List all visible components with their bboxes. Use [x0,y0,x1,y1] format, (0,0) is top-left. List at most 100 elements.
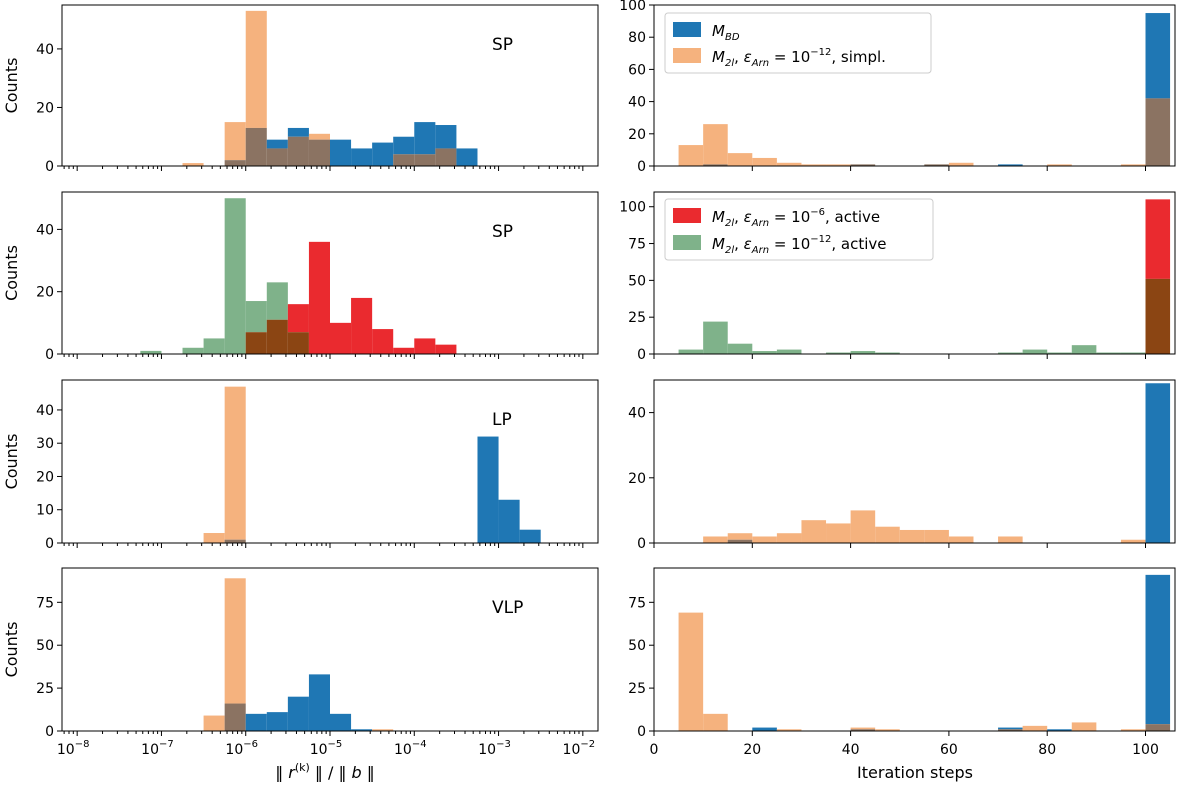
bar-blue-13 [456,148,478,166]
bar-green-2 [727,343,753,354]
y-tick-label: 50 [36,638,54,654]
bar-orange-1 [703,124,728,165]
bar-red-9 [330,322,352,354]
bar-orange-7 [850,727,876,730]
y-tick-label: 0 [637,724,646,740]
bar-orange-7 [875,526,900,543]
bar-green-17 [1096,352,1121,354]
y-tick-label: 40 [36,222,54,238]
x-tick-label: 0 [650,742,659,758]
bar-orange-8 [875,729,900,731]
bar-blue-7 [330,139,352,166]
legend-top-right: MBD M2l, εArn = 10−12, simpl. [664,12,932,74]
bar-red-14 [435,344,457,354]
x-tick-label: 20 [743,742,761,758]
bar-orange-8 [372,729,394,731]
bar-green-1 [703,321,728,354]
bar-overlap-5 [245,332,267,354]
y-tick-label: 30 [36,436,54,452]
panel-3: 0 10 20 30 40 LP Counts [2,379,599,552]
y-tick-label: 25 [628,310,646,326]
bar-blue-3 [752,727,777,731]
bar-overlap-19 [1145,724,1171,731]
bar-blue-3 [477,436,499,543]
y-tick-label: 80 [628,30,646,46]
bar-green-5 [245,301,267,333]
bar-green-13 [998,352,1023,354]
x-tick-label: 40 [842,742,860,758]
bar-red-7 [287,304,309,333]
panel-frame [653,4,1176,167]
bar-orange-2 [727,153,753,166]
bar-orange-0 [678,612,704,731]
legend-swatch-active-6 [673,208,701,223]
left-x-axis-label: ‖ r(k) ‖ / ‖ b ‖ [275,761,375,782]
bar-orange-2 [224,122,246,161]
bar-blue-7 [351,729,373,731]
bar-green-18 [1120,352,1146,354]
x-tick-label: 80 [1038,742,1056,758]
bar-orange-18 [1120,164,1146,166]
y-tick-label: 0 [637,536,646,552]
bar-overlap-10 [393,154,415,166]
bar-orange-17 [1120,539,1146,543]
bar-green-2 [182,347,204,354]
bar-blue-4 [287,696,309,731]
y-tick-label: 0 [45,724,54,740]
bar-overlap-7 [850,729,876,731]
y-tick-label: 20 [36,285,54,301]
right-x-axis-label: Iteration steps [857,763,973,782]
bar-green-3 [203,338,225,354]
panel-frame [653,191,1176,355]
panel-tag: SP [492,222,513,242]
bar-orange-0 [203,715,225,731]
panel-frame [653,567,1176,732]
panel-7: 0 20 40 [628,379,1176,552]
bar-overlap-2 [224,160,246,166]
bar-orange-1 [224,386,246,540]
y-tick-label: 75 [628,595,646,611]
bar-orange-3 [752,157,777,166]
legend-swatch-active-12 [673,235,701,250]
y-tick-label: 0 [45,347,54,363]
bar-red-13 [414,338,436,354]
bar-red-8 [308,241,330,354]
bar-blue-13 [998,164,1023,166]
bar-orange-14 [1022,725,1048,731]
panel-tag: SP [492,35,513,55]
bar-orange-11 [948,162,974,166]
bar-overlap-11 [414,154,436,166]
bar-green-16 [1071,345,1097,354]
legend-swatch-m-bd [673,22,701,37]
bar-orange-4 [801,520,827,543]
bar-overlap-6 [266,319,288,354]
y-tick-label: 0 [45,159,54,175]
bar-overlap-4 [266,148,288,166]
legend-second-right: M2l, εArn = 10−6, active M2l, εArn = 10−… [664,198,934,261]
panel-2: 0 20 40 SP Counts [2,191,599,363]
y-tick-label: 75 [36,595,54,611]
bar-orange-16 [1071,722,1097,731]
bar-overlap-1 [703,164,728,166]
bar-orange-0 [678,145,704,166]
panel-4: 0 25 50 75 10−8 10−7 10−6 10−5 10−4 10−3 10−2 VLP Co… [2,567,599,758]
bar-overlap-10 [924,164,949,166]
bar-orange-1 [727,533,753,540]
bar-orange-9 [924,529,949,543]
x-tick-label: 10−2 [563,739,596,758]
x-tick-label: 10−5 [310,739,343,758]
y-tick-label: 100 [619,0,646,14]
bar-orange-5 [801,164,827,166]
bar-orange-0 [203,533,225,543]
legend-label-simpl: M2l, εArn = 10−12, simpl. [712,47,886,69]
y-tick-label: 40 [628,95,646,111]
bar-orange-3 [245,10,267,128]
bar-blue-5 [519,529,541,543]
bar-overlap-5 [287,136,309,166]
y-tick-label: 20 [36,100,54,116]
bar-red-12 [393,347,415,354]
y-tick-label: 25 [628,681,646,697]
bar-green-14 [1022,349,1048,354]
